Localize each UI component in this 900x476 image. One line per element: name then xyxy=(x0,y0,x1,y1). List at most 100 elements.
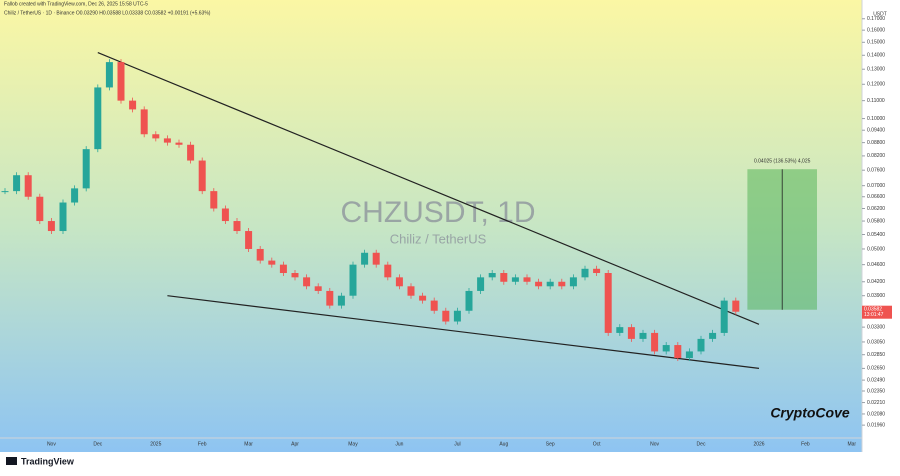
candle xyxy=(384,264,392,278)
candle xyxy=(674,345,682,359)
y-tick-label: 0.03900 xyxy=(867,293,885,299)
y-tick-label: 0.02850 xyxy=(867,352,885,358)
x-tick-label: 2026 xyxy=(753,441,764,447)
candle xyxy=(152,134,160,139)
last-price-label: 0.03582 xyxy=(864,307,882,313)
y-tick-label: 0.04200 xyxy=(867,279,885,285)
footer xyxy=(0,452,900,471)
x-tick-label: May xyxy=(348,441,358,447)
x-tick-label: Jun xyxy=(395,441,403,447)
candle xyxy=(558,281,566,287)
x-tick-label: Sep xyxy=(546,441,555,447)
x-tick-label: 2025 xyxy=(150,441,161,447)
candle xyxy=(314,286,322,291)
x-tick-label: Aug xyxy=(499,441,508,447)
candle xyxy=(245,231,253,249)
candle xyxy=(94,87,102,150)
candle xyxy=(349,264,357,296)
y-tick-label: 0.13000 xyxy=(867,67,885,73)
countdown-label: 13:01:47 xyxy=(864,312,884,318)
candle xyxy=(535,281,543,287)
y-tick-label: 0.02210 xyxy=(867,400,885,406)
x-tick-label: Apr xyxy=(291,441,299,447)
candle xyxy=(337,295,345,306)
y-tick-label: 0.05000 xyxy=(867,246,885,252)
candle xyxy=(140,109,148,135)
y-tick-label: 0.11000 xyxy=(867,98,885,104)
candle xyxy=(593,268,601,274)
candle xyxy=(210,191,218,209)
watermark: CHZUSDT, 1D xyxy=(340,196,535,229)
trendline xyxy=(167,295,760,369)
candle xyxy=(419,295,427,301)
candle xyxy=(291,273,299,278)
plot-background xyxy=(0,0,862,452)
candle xyxy=(465,290,473,311)
candle xyxy=(453,310,461,322)
candle xyxy=(303,277,311,287)
last-price-box xyxy=(862,305,892,319)
trendline xyxy=(97,52,760,325)
candle xyxy=(627,327,635,339)
x-tick-label: Nov xyxy=(650,441,659,447)
candle xyxy=(71,188,79,203)
candle xyxy=(187,144,195,161)
y-tick-label: 0.06200 xyxy=(867,206,885,212)
candle xyxy=(616,327,624,333)
x-tick-label: Dec xyxy=(93,441,102,447)
candle xyxy=(662,345,670,352)
x-tick-label: Mar xyxy=(847,441,856,447)
candle xyxy=(511,277,519,282)
candle xyxy=(221,208,229,222)
candle xyxy=(13,175,21,192)
candle xyxy=(569,277,577,287)
candle xyxy=(36,196,44,222)
candle xyxy=(639,332,647,339)
y-tick-label: 0.07600 xyxy=(867,168,885,174)
footer-logo: TradingView xyxy=(21,456,75,466)
candle xyxy=(732,300,740,312)
candle xyxy=(47,221,55,232)
candle xyxy=(233,221,241,232)
candle xyxy=(685,351,693,359)
y-tick-label: 0.17000 xyxy=(867,16,885,22)
target-label: 0.04025 (136.53%) 4,025 xyxy=(754,159,811,165)
y-tick-label: 0.01960 xyxy=(867,422,885,428)
y-tick-label: 0.03300 xyxy=(867,324,885,330)
y-tick-label: 0.15000 xyxy=(867,40,885,46)
candle xyxy=(430,300,438,311)
candle xyxy=(105,62,113,88)
y-tick-label: 0.02350 xyxy=(867,388,885,394)
candle xyxy=(129,100,137,110)
candle xyxy=(163,138,171,143)
candle xyxy=(117,62,125,101)
y-tick-label: 0.03050 xyxy=(867,339,885,345)
x-tick-label: Feb xyxy=(801,441,810,447)
y-tick-label: 0.12000 xyxy=(867,82,885,88)
y-tick-label: 0.08200 xyxy=(867,153,885,159)
header: Fallob created with TradingView.com, Dec… xyxy=(4,1,148,7)
candle xyxy=(268,260,276,265)
candle xyxy=(407,286,415,296)
x-tick-label: Dec xyxy=(697,441,706,447)
x-tick-label: Mar xyxy=(244,441,253,447)
symbol-line: Chiliz / TetherUS · 1D · Binance O0.0329… xyxy=(4,10,211,16)
candle xyxy=(175,142,183,145)
y-tick-label: 0.14000 xyxy=(867,53,885,59)
watermark-subtitle: Chiliz / TetherUS xyxy=(390,231,487,246)
candle xyxy=(604,273,612,333)
candle xyxy=(477,277,485,291)
candle xyxy=(697,338,705,352)
y-tick-label: 0.06600 xyxy=(867,194,885,200)
y-tick-label: 0.04600 xyxy=(867,262,885,268)
candle xyxy=(395,277,403,287)
y-tick-label: 0.16000 xyxy=(867,27,885,33)
candle xyxy=(24,175,32,197)
y-tick-label: 0.02080 xyxy=(867,411,885,417)
y-tick-label: 0.07000 xyxy=(867,183,885,189)
candle xyxy=(326,290,334,306)
x-tick-label: Feb xyxy=(198,441,207,447)
candle xyxy=(709,332,717,339)
